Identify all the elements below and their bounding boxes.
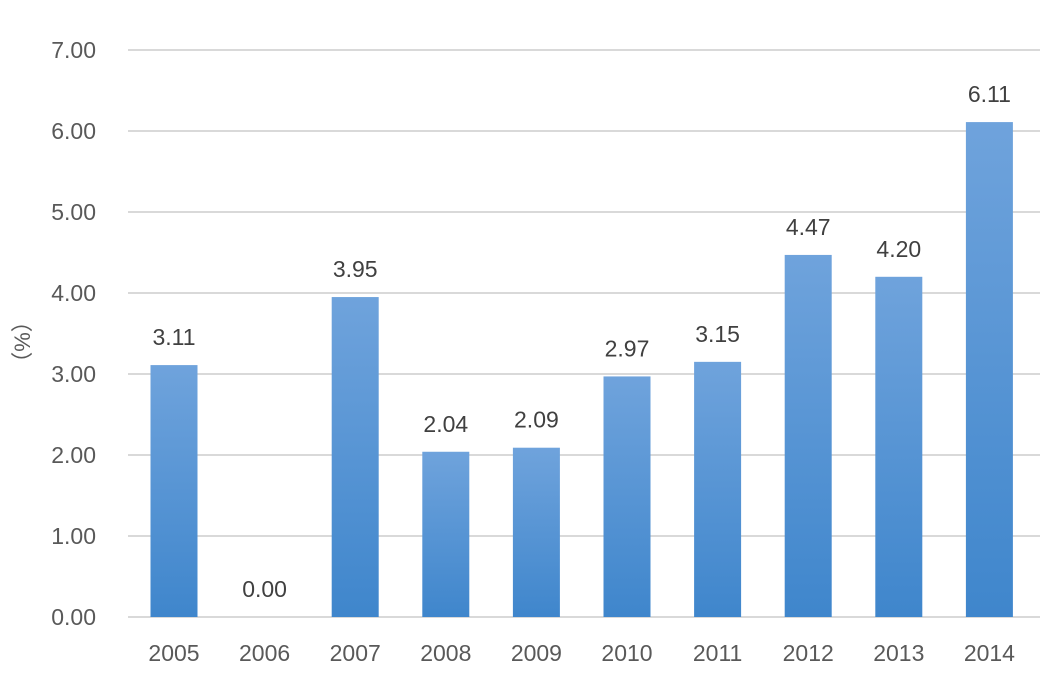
x-tick-label-2007: 2007 — [330, 640, 381, 666]
x-tick-label-2012: 2012 — [783, 640, 834, 666]
data-labels: 3.11 0.00 3.95 2.04 2.09 2.97 3.15 4.47 4.20 6.11 — [152, 81, 1010, 602]
x-axis-tick-labels: 2005 2006 2007 2008 2009 2010 2011 2012 2013 2014 — [148, 640, 1015, 666]
gridlines — [128, 49, 1040, 618]
data-label-2010: 2.97 — [605, 335, 650, 361]
y-tick-label: 4.00 — [51, 280, 96, 306]
bar-2005 — [150, 365, 198, 617]
data-label-2012: 4.47 — [786, 214, 831, 240]
data-label-2009: 2.09 — [514, 407, 559, 433]
bar-2012 — [784, 254, 832, 617]
x-tick-label-2008: 2008 — [420, 640, 471, 666]
y-tick-label: 6.00 — [51, 118, 96, 144]
bar-2013 — [875, 276, 923, 617]
y-tick-label: 7.00 — [51, 37, 96, 63]
y-tick-label: 1.00 — [51, 523, 96, 549]
y-tick-label: 3.00 — [51, 361, 96, 387]
bar-2007 — [331, 297, 379, 617]
bar-2010 — [603, 376, 651, 617]
y-tick-label: 5.00 — [51, 199, 96, 225]
data-label-2007: 3.95 — [333, 256, 378, 282]
bar-2011 — [694, 361, 742, 617]
bar-2014 — [965, 122, 1013, 617]
x-tick-label-2009: 2009 — [511, 640, 562, 666]
data-label-2006: 0.00 — [242, 576, 287, 602]
bars — [150, 122, 1013, 617]
x-tick-label-2013: 2013 — [873, 640, 924, 666]
x-tick-label-2014: 2014 — [964, 640, 1015, 666]
data-label-2013: 4.20 — [876, 236, 921, 262]
y-axis-title: （%） — [10, 310, 35, 374]
data-label-2008: 2.04 — [423, 411, 468, 437]
x-tick-label-2006: 2006 — [239, 640, 290, 666]
x-tick-label-2010: 2010 — [601, 640, 652, 666]
bar-2009 — [512, 447, 560, 617]
x-tick-label-2005: 2005 — [148, 640, 199, 666]
x-tick-label-2011: 2011 — [693, 640, 742, 666]
y-tick-label: 0.00 — [51, 604, 96, 630]
data-label-2014: 6.11 — [968, 81, 1011, 107]
y-tick-label: 2.00 — [51, 442, 96, 468]
bar-2008 — [422, 451, 470, 617]
y-axis-tick-labels: 0.00 1.00 2.00 3.00 4.00 5.00 6.00 7.00 — [51, 37, 96, 630]
data-label-2011: 3.15 — [695, 321, 740, 347]
data-label-2005: 3.11 — [152, 324, 195, 350]
